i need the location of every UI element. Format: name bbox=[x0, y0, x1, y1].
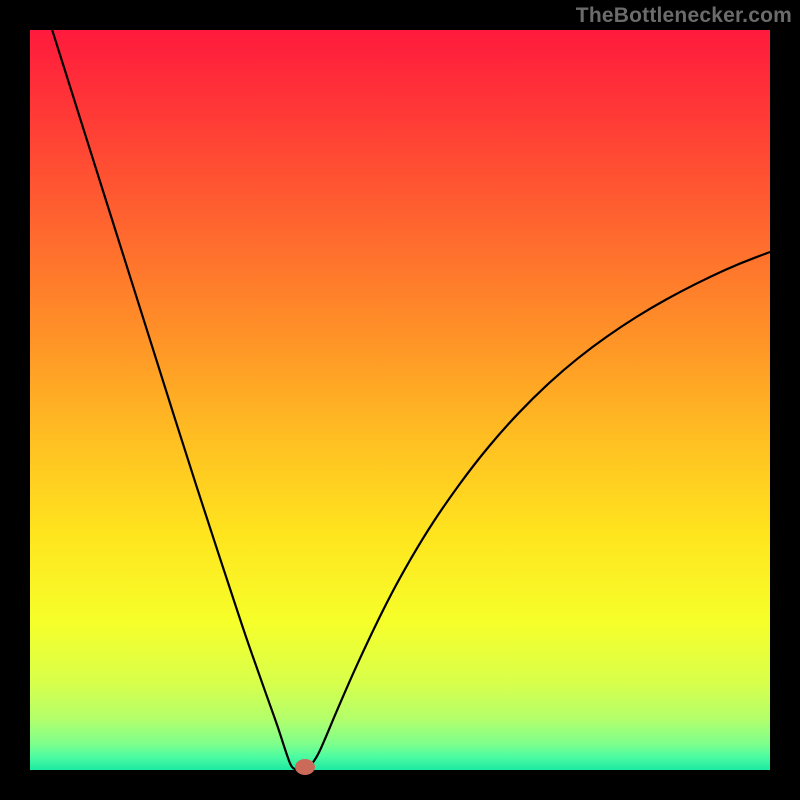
curve-path bbox=[52, 30, 770, 770]
watermark-text: TheBottlenecker.com bbox=[576, 4, 792, 28]
chart-frame: TheBottlenecker.com bbox=[0, 0, 800, 800]
bottleneck-curve bbox=[30, 30, 770, 770]
plot-area bbox=[30, 30, 770, 770]
optimal-point-marker bbox=[295, 759, 315, 775]
